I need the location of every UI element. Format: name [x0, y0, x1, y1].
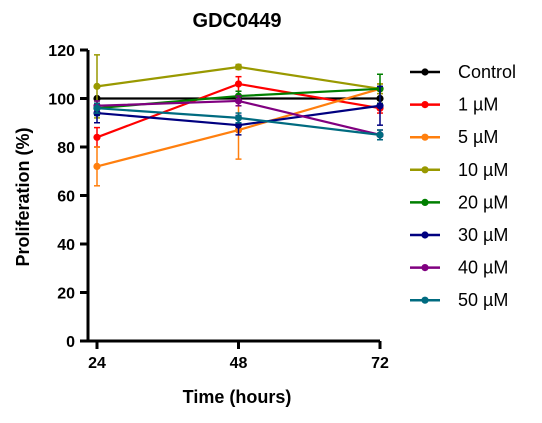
- y-axis-label: Proliferation (%): [13, 127, 33, 266]
- legend-swatch-marker: [421, 198, 429, 206]
- y-tick-label: 20: [57, 286, 75, 303]
- data-point: [93, 133, 101, 141]
- series-50-m: [93, 102, 384, 141]
- legend-item-5-m: 5 µM: [410, 127, 498, 147]
- x-tick-label: 48: [230, 355, 248, 372]
- legend-item-40-m: 40 µM: [410, 258, 508, 278]
- y-tick-label: 0: [66, 334, 75, 351]
- legend-swatch-marker: [421, 231, 429, 239]
- data-point: [376, 131, 384, 139]
- y-tick-label: 60: [57, 189, 75, 206]
- y-tick-label: 100: [48, 92, 75, 109]
- y-tick-label: 40: [57, 237, 75, 254]
- data-point: [234, 97, 243, 105]
- data-point: [234, 80, 243, 88]
- x-tick-label: 72: [371, 355, 389, 372]
- legend-swatch-marker: [421, 296, 429, 304]
- legend-swatch-marker: [421, 133, 429, 141]
- y-tick-label: 80: [57, 140, 75, 157]
- chart-title: GDC0449: [193, 10, 282, 32]
- legend: Control 1 µM 5 µM 10 µM 20 µM 30 µM 40 µM 50 µM: [410, 62, 516, 310]
- legend-item-50-m: 50 µM: [410, 290, 508, 310]
- legend-item-control: Control: [410, 62, 516, 82]
- legend-swatch-marker: [421, 68, 429, 76]
- legend-label: 30 µM: [458, 225, 508, 245]
- y-tick-label: 120: [48, 43, 75, 60]
- data-point: [93, 104, 101, 112]
- legend-label: 10 µM: [458, 160, 508, 180]
- legend-item-1-m: 1 µM: [410, 95, 498, 115]
- legend-label: 20 µM: [458, 192, 508, 212]
- legend-label: 50 µM: [458, 290, 508, 310]
- legend-swatch-marker: [421, 101, 429, 109]
- series-layer: [93, 54, 384, 187]
- legend-item-20-m: 20 µM: [410, 192, 508, 212]
- legend-label: 40 µM: [458, 258, 508, 278]
- data-point: [93, 82, 101, 90]
- data-point: [234, 114, 243, 122]
- legend-item-10-m: 10 µM: [410, 160, 508, 180]
- x-axis-label: Time (hours): [183, 387, 292, 407]
- x-tick-label: 24: [88, 355, 106, 372]
- legend-swatch-marker: [421, 264, 429, 272]
- legend-label: 5 µM: [458, 127, 498, 147]
- legend-label: Control: [458, 62, 516, 82]
- legend-swatch-marker: [421, 166, 429, 174]
- axes: 0 20 40 60 80 100 120 24 48 72: [48, 43, 389, 372]
- data-point: [93, 162, 101, 170]
- data-point: [376, 102, 384, 110]
- data-point: [234, 63, 243, 71]
- legend-item-30-m: 30 µM: [410, 225, 508, 245]
- legend-label: 1 µM: [458, 95, 498, 115]
